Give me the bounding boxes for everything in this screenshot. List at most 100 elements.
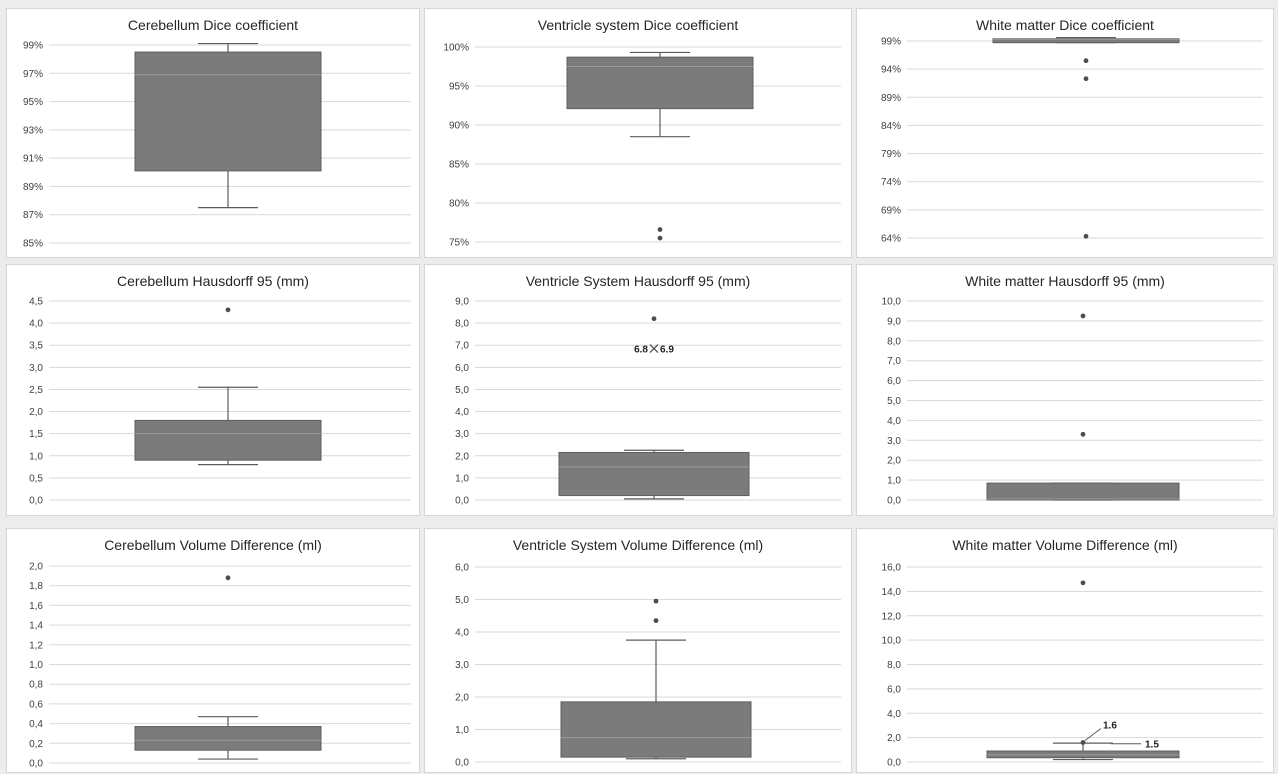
y-tick-label: 3,0	[29, 363, 43, 374]
y-tick-label: 2,0	[455, 693, 469, 704]
chart-title: Cerebellum Dice coefficient	[127, 17, 299, 33]
y-tick-label: 2,0	[29, 407, 43, 418]
chart-title: Cerebellum Hausdorff 95 (mm)	[117, 273, 309, 289]
y-tick-label: 64%	[881, 234, 901, 245]
box	[134, 419, 322, 461]
y-tick-label: 0,5	[29, 473, 43, 484]
y-tick-label: 0,0	[887, 758, 901, 769]
box-plot: 0,0 1,0 2,0 3,0 4,0 5,0 6,0 7,0 8,0 9,0 6.8 6.9	[455, 297, 841, 507]
y-tick-label: 9,0	[455, 297, 469, 308]
y-tick-label: 0,2	[29, 739, 43, 750]
y-tick-label: 1,0	[29, 660, 43, 671]
chart-title: Ventricle system Dice coefficient	[537, 17, 739, 33]
y-tick-label: 1,8	[29, 581, 43, 592]
outlier-point	[1080, 740, 1086, 745]
label-leader	[1084, 728, 1102, 741]
y-tick-label: 3,0	[887, 436, 901, 447]
outlier-point	[651, 316, 657, 322]
y-tick-label: 1,5	[29, 429, 43, 440]
data-label: 1.5	[1145, 740, 1159, 751]
y-tick-label: 10,0	[882, 636, 902, 647]
y-tick-label: 16,0	[882, 563, 902, 574]
chart-panel-6: White matter Hausdorff 95 (mm) 0,0 1,0 2,0…	[856, 264, 1274, 516]
y-tick-label: 93%	[23, 125, 43, 136]
y-tick-label: 0,4	[29, 719, 43, 730]
y-tick-label: 5,0	[887, 396, 901, 407]
y-tick-label: 99%	[881, 37, 901, 48]
y-tick-label: 4,0	[455, 628, 469, 639]
y-tick-label: 79%	[881, 149, 901, 160]
y-tick-label: 80%	[449, 199, 469, 210]
outlier-point	[225, 575, 231, 581]
chart-panel-1: Cerebellum Dice coefficient 85% 87% 89% 91%…	[6, 8, 420, 258]
outlier-point	[657, 227, 663, 232]
y-tick-label: 7,0	[455, 341, 469, 352]
y-tick-label: 4,0	[29, 319, 43, 330]
box	[566, 56, 754, 110]
chart-panel-5: Ventricle System Hausdorff 95 (mm) 0,0 1,…	[424, 264, 852, 516]
y-tick-label: 9,0	[887, 316, 901, 327]
outlier-point	[1083, 233, 1089, 239]
box-plot: 75% 80% 85% 90% 95% 100%	[443, 43, 841, 249]
y-tick-label: 6,0	[455, 363, 469, 374]
y-tick-label: 7,0	[887, 356, 901, 367]
y-tick-label: 99%	[23, 41, 43, 52]
y-tick-label: 4,0	[887, 709, 901, 720]
chart-title: White matter Volume Difference (ml)	[952, 537, 1178, 553]
chart-panel-9: White matter Volume Difference (ml) 0,0 2…	[856, 528, 1274, 773]
box-plot: 0,0 2,0 4,0 6,0 8,0 10,0 12,0 14,0 16,0 1.6 1.5	[882, 563, 1263, 769]
chart-panel-7: Cerebellum Volume Difference (ml) 0,0 0,2…	[6, 528, 420, 773]
chart-title: White matter Dice coefficient	[976, 17, 1154, 33]
box-plot: 85% 87% 89% 91% 93% 95% 97% 99%	[23, 41, 411, 250]
y-tick-label: 6,0	[887, 376, 901, 387]
y-tick-label: 0,6	[29, 699, 43, 710]
mean-marker	[649, 344, 659, 353]
y-tick-label: 0,0	[29, 759, 43, 770]
y-tick-label: 0,0	[455, 758, 469, 769]
y-tick-label: 90%	[449, 121, 469, 132]
y-tick-label: 2,0	[29, 562, 43, 573]
y-tick-label: 8,0	[887, 660, 901, 671]
y-tick-label: 0,0	[455, 496, 469, 507]
data-label: 6.9	[660, 345, 674, 356]
y-tick-label: 2,0	[887, 733, 901, 744]
y-tick-label: 87%	[23, 210, 43, 221]
y-tick-label: 5,0	[455, 595, 469, 606]
y-tick-label: 2,0	[887, 456, 901, 467]
y-tick-label: 85%	[23, 239, 43, 250]
y-tick-label: 1,6	[29, 601, 43, 612]
y-tick-label: 94%	[881, 65, 901, 76]
chart-panel-3: White matter Dice coefficient 64% 69% 74% 7…	[856, 8, 1274, 258]
y-tick-label: 8,0	[887, 336, 901, 347]
y-tick-label: 6,0	[455, 563, 469, 574]
y-tick-label: 1,0	[887, 476, 901, 487]
y-tick-label: 1,0	[29, 451, 43, 462]
outlier-point	[1080, 580, 1086, 586]
box	[558, 451, 750, 497]
y-tick-label: 0,0	[29, 496, 43, 507]
data-label: 6.8	[634, 345, 648, 356]
chart-title: White matter Hausdorff 95 (mm)	[965, 273, 1165, 289]
box	[992, 38, 1180, 44]
outlier-point	[1083, 58, 1089, 64]
y-tick-label: 6,0	[887, 684, 901, 695]
y-tick-label: 85%	[449, 160, 469, 171]
chart-panel-4: Cerebellum Hausdorff 95 (mm) 0,0 0,5 1,0 1,…	[6, 264, 420, 516]
y-tick-label: 69%	[881, 205, 901, 216]
y-tick-label: 84%	[881, 121, 901, 132]
y-tick-label: 1,2	[29, 640, 43, 651]
y-tick-label: 95%	[23, 97, 43, 108]
outlier-point	[657, 235, 663, 241]
y-tick-label: 0,8	[29, 680, 43, 691]
y-tick-label: 89%	[23, 182, 43, 193]
outlier-point	[653, 598, 659, 604]
box-plot: 0,0 0,2 0,4 0,6 0,8 1,0 1,2 1,4 1,6 1,8 2,0	[29, 562, 411, 770]
box-plot: 0,0 1,0 2,0 3,0 4,0 5,0 6,0	[455, 563, 841, 769]
data-label: 1.6	[1103, 721, 1117, 732]
box-plot: 0,0 0,5 1,0 1,5 2,0 2,5 3,0 3,5 4,0 4,5	[29, 297, 411, 507]
y-tick-label: 14,0	[882, 587, 902, 598]
outlier-point	[653, 618, 659, 624]
y-tick-label: 3,0	[455, 429, 469, 440]
box-plot: 64% 69% 74% 79% 84% 89% 94% 99%	[881, 37, 1263, 245]
outlier-point	[1080, 313, 1086, 319]
